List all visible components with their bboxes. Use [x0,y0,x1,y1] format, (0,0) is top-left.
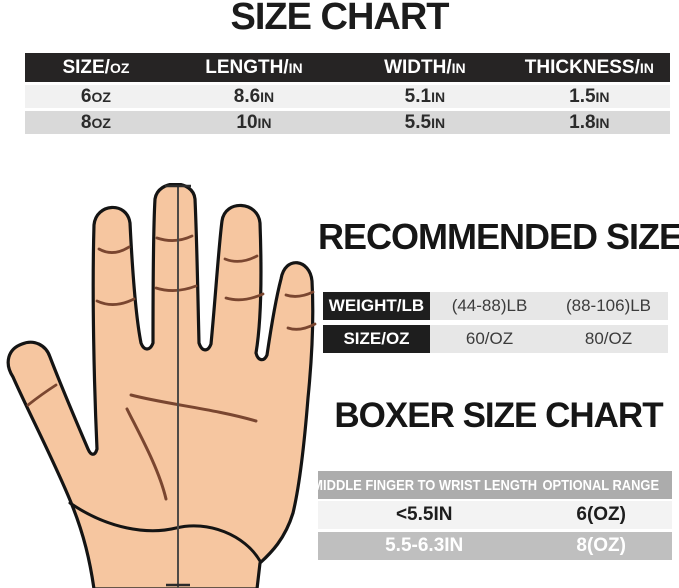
palm-lines [125,393,258,501]
cell-size: 6OZ [80,85,111,107]
weight-label-cell: WEIGHT/LB [323,292,430,320]
boxer-row-6oz: <5.5IN 6(OZ) [318,501,672,529]
cell-finger-length: 5.5-6.3IN [385,535,464,556]
header-cell-finger-length: MIDDLE FINGER TO WRIST LENGTH [311,476,537,494]
size-table-header-row: SIZE/OZ LENGTH/IN WIDTH/IN THICKNESS/IN [25,53,670,82]
recommended-weight-row: WEIGHT/LB (44-88)LB (88-106)LB [323,292,668,320]
size-label-cell: SIZE/OZ [323,325,430,353]
header-cell-length: LENGTH/IN [205,56,303,78]
weight-range-2: (88-106)LB [565,296,652,315]
recommended-size-table: WEIGHT/LB (44-88)LB (88-106)LB SIZE/OZ 6… [323,292,668,358]
hand-illustration [6,182,317,588]
cell-thickness: 1.8IN [569,111,610,133]
header-cell-optional-range: OPTIONAL RANGE [542,476,660,494]
hand-measurement-illustration [0,182,322,588]
recommended-size-row: SIZE/OZ 60/OZ 80/OZ [323,325,668,353]
boxer-table-header-row: MIDDLE FINGER TO WRIST LENGTH OPTIONAL R… [311,471,672,499]
size-values: 60/OZ 80/OZ [430,325,668,353]
cell-width: 5.1IN [404,85,446,107]
cell-width: 5.5IN [404,111,446,133]
boxer-size-table: MIDDLE FINGER TO WRIST LENGTH OPTIONAL R… [311,471,672,563]
weight-range-1: (44-88)LB [451,296,528,315]
header-cell-width: WIDTH/IN [384,56,466,78]
cell-optional-range: 6(OZ) [576,504,626,525]
cell-thickness: 1.5IN [569,85,610,107]
header-cell-size: SIZE/OZ [62,56,130,78]
cell-optional-range: 8(OZ) [576,535,626,556]
cell-length: 10IN [236,111,272,133]
size-table: SIZE/OZ LENGTH/IN WIDTH/IN THICKNESS/IN … [25,53,670,137]
size-option-1: 60/OZ [465,329,514,348]
recommended-size-title: RECOMMENDED SIZE [318,216,679,257]
cell-size: 8OZ [80,111,111,133]
hand-outline [6,182,315,588]
wrist-crease-line [68,501,262,563]
size-option-2: 80/OZ [584,329,633,348]
boxer-row-8oz: 5.5-6.3IN 8(OZ) [318,532,672,560]
boxer-size-chart-title: BOXER SIZE CHART [334,396,663,435]
main-title: SIZE CHART [230,0,450,38]
finger-crease-lines [26,234,317,407]
header-cell-thickness: THICKNESS/IN [524,56,654,78]
size-table-row-6oz: 6OZ 8.6IN 5.1IN 1.5IN [25,85,670,108]
size-table-row-8oz: 8OZ 10IN 5.5IN 1.8IN [25,111,670,134]
cell-length: 8.6IN [233,85,275,107]
weight-values: (44-88)LB (88-106)LB [430,292,668,320]
cell-finger-length: <5.5IN [395,504,453,525]
